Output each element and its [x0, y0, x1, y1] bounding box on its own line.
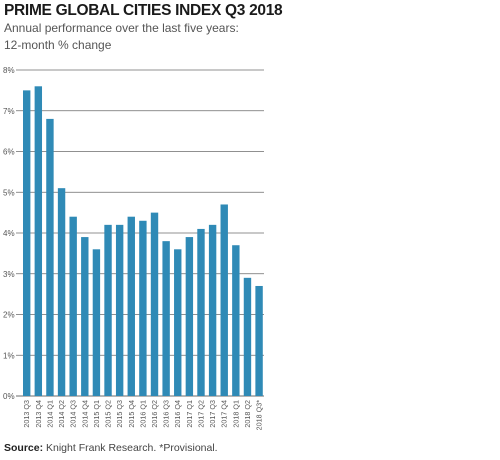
bar — [104, 224, 112, 396]
bar — [220, 204, 228, 396]
chart-title: PRIME GLOBAL CITIES INDEX Q3 2018 — [4, 2, 283, 19]
chart-unit-label: 12-month % change — [4, 38, 112, 52]
x-tick-label: 2014 Q1 — [45, 400, 54, 428]
bar — [139, 220, 147, 396]
y-tick-label: 0% — [3, 392, 15, 401]
x-tick-label: 2017 Q1 — [185, 400, 194, 428]
x-tick-label: 2018 Q3* — [255, 400, 264, 431]
x-tick-label: 2014 Q2 — [57, 400, 66, 428]
source-note: Source: Knight Frank Research. *Provisio… — [4, 442, 218, 454]
bar — [46, 118, 54, 397]
source-label: Source: — [4, 442, 44, 454]
bar — [81, 237, 89, 396]
bar — [150, 212, 159, 396]
y-tick-label: 2% — [3, 311, 15, 320]
x-tick-label: 2015 Q1 — [92, 400, 101, 428]
bar — [208, 224, 217, 396]
x-tick-label: 2018 Q1 — [231, 400, 240, 428]
x-tick-label: 2015 Q3 — [115, 400, 124, 428]
bar — [197, 228, 205, 396]
x-tick-label: 2016 Q4 — [173, 400, 182, 428]
x-tick-label: 2013 Q4 — [34, 400, 43, 428]
x-tick-label: 2017 Q2 — [196, 400, 205, 428]
y-tick-label: 1% — [3, 351, 15, 360]
bar — [174, 249, 182, 396]
bar — [255, 285, 263, 396]
x-axis-ticks: 2013 Q3 2013 Q4 2014 Q1 2014 Q2 2014 Q3 2014 … — [22, 400, 263, 431]
x-tick-label: 2016 Q3 — [162, 400, 171, 428]
y-tick-label: 6% — [3, 148, 15, 157]
x-tick-label: 2014 Q3 — [69, 400, 78, 428]
bar — [127, 216, 135, 396]
y-tick-label: 8% — [3, 66, 15, 75]
bar — [57, 188, 66, 396]
bar — [69, 216, 77, 396]
x-tick-label: 2014 Q4 — [80, 400, 89, 428]
y-tick-label: 3% — [3, 270, 15, 279]
y-tick-label: 4% — [3, 229, 15, 238]
y-axis-ticks: 0% 1% 2% 3% 4% 5% 6% 7% 8% — [3, 66, 15, 401]
x-tick-label: 2013 Q3 — [22, 400, 31, 428]
x-tick-label: 2017 Q4 — [220, 400, 229, 428]
x-tick-label: 2016 Q1 — [138, 400, 147, 428]
x-tick-label: 2017 Q3 — [208, 400, 217, 428]
x-tick-label: 2016 Q2 — [150, 400, 159, 428]
bar — [115, 224, 124, 396]
x-tick-label: 2015 Q4 — [127, 400, 136, 428]
bar — [162, 241, 170, 396]
source-text: Knight Frank Research. *Provisional. — [43, 442, 218, 454]
bars — [23, 86, 263, 397]
x-tick-label: 2015 Q2 — [104, 400, 113, 428]
y-tick-label: 7% — [3, 107, 15, 116]
bar — [232, 245, 240, 396]
x-tick-label: 2018 Q2 — [243, 400, 252, 428]
bar — [243, 277, 252, 396]
chart-subtitle: Annual performance over the last five ye… — [4, 21, 239, 35]
y-tick-label: 5% — [3, 188, 15, 197]
bar — [23, 90, 31, 396]
bar-chart: 0% 1% 2% 3% 4% 5% 6% 7% 8% 2013 Q3 2013 Q4 2014 Q1… — [3, 66, 264, 431]
bar — [185, 237, 194, 396]
bar — [92, 249, 101, 396]
bar — [34, 86, 43, 397]
